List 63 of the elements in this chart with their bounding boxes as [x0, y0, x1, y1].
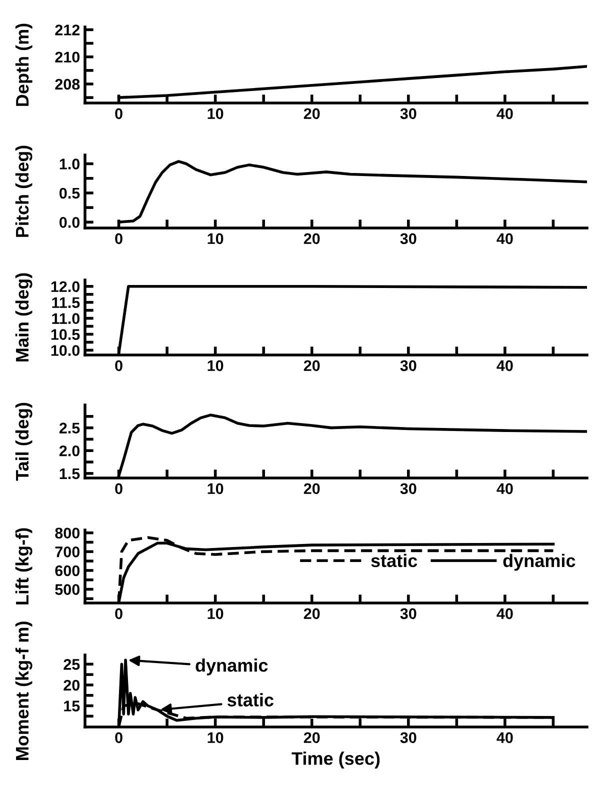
x-tick-label: 20	[304, 483, 320, 494]
x-tick-label: 20	[304, 732, 320, 744]
y-tick-label: 11.0	[52, 313, 80, 324]
x-tick-label: 0	[115, 360, 122, 372]
y-tick-label: 500	[55, 584, 80, 595]
x-tick-label: 40	[496, 608, 513, 620]
y-axis-title: Lift (kg-f)	[15, 528, 32, 604]
y-tick-label: 25	[64, 659, 80, 670]
x-tick-label: 0	[115, 233, 122, 244]
x-tick-label: 40	[496, 360, 513, 372]
y-tick-label: 20	[64, 680, 80, 691]
y-tick-label: 0.5	[60, 188, 80, 199]
x-axis-title: Time (sec)	[292, 752, 380, 768]
x-tick-label: 30	[400, 108, 416, 120]
x-tick-label: 0	[115, 108, 122, 120]
x-tick-label: 30	[400, 360, 416, 372]
y-tick-label: 15	[64, 700, 80, 712]
y-tick-label: 212	[55, 24, 80, 36]
y-tick-label: 1.0	[60, 158, 80, 170]
y-tick-label: 2.5	[59, 422, 80, 434]
x-tick-label: 0	[115, 732, 122, 744]
x-tick-label: 40	[496, 108, 513, 120]
y-axis-title: Pitch (deg)	[15, 146, 32, 237]
x-tick-label: 0	[115, 608, 122, 620]
y-axis-title: Main (deg)	[15, 273, 32, 362]
y-tick-label: 208	[55, 78, 80, 90]
annotation: dynamic	[196, 658, 268, 676]
x-tick-label: 10	[208, 108, 224, 120]
y-tick-label: 2.0	[59, 445, 80, 456]
y-tick-label: 210	[55, 52, 80, 63]
x-tick-label: 20	[304, 233, 320, 244]
x-tick-label: 10	[208, 360, 224, 372]
x-tick-label: 10	[208, 732, 224, 744]
y-tick-label: 600	[55, 565, 80, 576]
x-tick-label: 30	[400, 608, 416, 620]
x-tick-label: 30	[400, 233, 416, 244]
y-axis-title: Tail (deg)	[15, 402, 32, 481]
x-tick-label: 30	[400, 483, 416, 494]
y-tick-label: 700	[55, 546, 80, 558]
y-axis-title: Depth (m)	[15, 24, 32, 106]
x-tick-label: 40	[496, 233, 513, 244]
line-series	[117, 64, 587, 99]
y-tick-label: 11.5	[52, 297, 80, 308]
legend-label: dynamic	[503, 554, 576, 571]
x-tick-label: 20	[304, 108, 320, 120]
x-tick-label: 40	[496, 732, 513, 744]
y-tick-label: 10.5	[51, 329, 80, 340]
x-tick-label: 10	[208, 233, 224, 244]
x-tick-label: 10	[208, 608, 224, 620]
y-tick-label: 1.5	[60, 468, 80, 480]
annotation: static	[227, 693, 274, 706]
x-tick-label: 0	[115, 483, 122, 494]
x-tick-label: 20	[304, 360, 320, 372]
y-tick-label: 0.0	[60, 217, 80, 228]
x-tick-label: 40	[496, 483, 513, 494]
y-tick-label: 10.0	[51, 345, 80, 356]
y-axis-title: Moment (kg-f m)	[15, 622, 32, 760]
y-tick-label: 12.0	[51, 281, 80, 292]
x-tick-label: 20	[304, 608, 320, 620]
x-tick-label: 10	[208, 483, 224, 494]
x-tick-label: 30	[400, 732, 416, 744]
legend-label: static	[371, 554, 418, 568]
y-tick-label: 800	[55, 528, 80, 539]
